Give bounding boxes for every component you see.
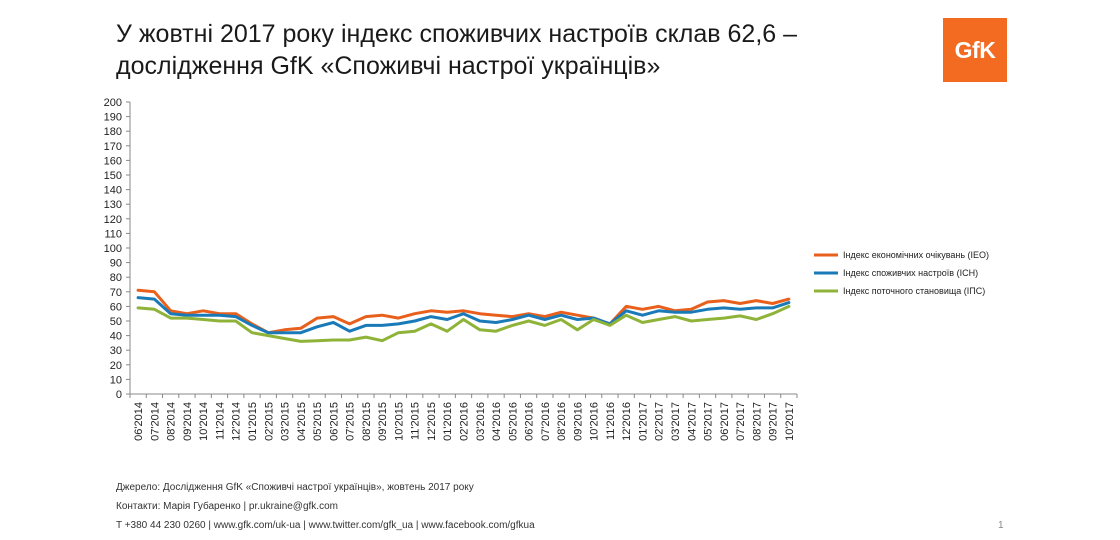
x-tick-label: 03'2016 — [475, 402, 487, 441]
x-axis-ticks: 06'2014 07'2014 08'2014 09'2014 10'2014 11'20… — [129, 394, 798, 441]
x-tick-label: 07'2017 — [735, 402, 747, 441]
line-chart: 0 10 20 30 40 50 60 70 80 90 100 110 120 130 140 150 160… — [104, 97, 989, 441]
x-tick-label: 04'2016 — [491, 402, 503, 441]
x-tick-label: 03'2015 — [280, 402, 292, 441]
x-tick-label: 08'2014 — [166, 402, 178, 441]
series-line — [136, 296, 791, 335]
x-tick-label: 10'2016 — [589, 402, 601, 441]
legend-label: Індекс поточного становища (ІПС) — [843, 286, 985, 296]
footer-links: T +380 44 230 0260 | www.gfk.com/uk-ua |… — [116, 520, 535, 531]
x-tick-label: 08'2017 — [751, 402, 763, 441]
x-tick-label: 12'2016 — [621, 402, 633, 441]
x-tick-label: 09'2014 — [182, 402, 194, 441]
legend-label: Індекс економічних очікувань (ІЕО) — [843, 250, 989, 260]
x-tick-label: 07'2015 — [345, 402, 357, 441]
x-tick-label: 10'2017 — [784, 402, 796, 441]
series-line — [136, 304, 791, 343]
y-tick-label: 180 — [104, 126, 122, 138]
x-tick-label: 12'2014 — [231, 402, 243, 441]
x-tick-label: 11'2014 — [214, 402, 226, 440]
x-tick-label: 08'2016 — [556, 402, 568, 441]
series-lines — [136, 288, 791, 343]
y-tick-label: 110 — [104, 228, 122, 240]
x-tick-label: 09'2016 — [572, 402, 584, 441]
x-tick-label: 07'2014 — [149, 402, 161, 441]
y-tick-label: 20 — [110, 360, 122, 372]
x-tick-label: 07'2016 — [540, 402, 552, 441]
y-tick-label: 170 — [104, 141, 122, 153]
x-tick-label: 06'2016 — [524, 402, 536, 441]
y-tick-label: 10 — [110, 374, 122, 386]
y-tick-label: 30 — [110, 345, 122, 357]
gfk-logo: GfK — [943, 18, 1007, 82]
x-tick-label: 02'2017 — [654, 402, 666, 441]
y-tick-label: 150 — [104, 170, 122, 182]
chart-legend: Індекс економічних очікувань (ІЕО) Індекс… — [814, 250, 989, 296]
page-number: 1 — [998, 520, 1004, 531]
x-tick-label: 09'2017 — [768, 402, 780, 441]
y-tick-label: 60 — [110, 301, 122, 313]
y-tick-label: 50 — [110, 316, 122, 328]
y-tick-label: 100 — [104, 243, 122, 255]
x-tick-label: 09'2015 — [377, 402, 389, 441]
x-tick-label: 05'2017 — [703, 402, 715, 441]
y-tick-label: 90 — [110, 258, 122, 270]
y-tick-label: 80 — [110, 272, 122, 284]
y-tick-label: 70 — [110, 287, 122, 299]
x-tick-label: 06'2017 — [719, 402, 731, 441]
x-tick-label: 06'2014 — [133, 402, 145, 441]
x-tick-label: 02'2015 — [263, 402, 275, 441]
x-tick-label: 10'2014 — [198, 402, 210, 441]
x-tick-label: 06'2015 — [328, 402, 340, 441]
x-tick-label: 01'2015 — [247, 402, 259, 441]
x-tick-label: 10'2015 — [393, 402, 405, 441]
y-tick-label: 120 — [104, 214, 122, 226]
y-tick-label: 40 — [110, 331, 122, 343]
x-tick-label: 04'2015 — [296, 402, 308, 441]
y-tick-label: 130 — [104, 199, 122, 211]
y-tick-label: 0 — [116, 389, 122, 401]
title-line-2: дослідження GfK «Споживчі настрої україн… — [116, 52, 661, 80]
x-tick-label: 08'2015 — [361, 402, 373, 441]
footer-source: Джерело: Дослідження GfK «Споживчі настр… — [116, 482, 474, 493]
footer: Джерело: Дослідження GfK «Споживчі настр… — [116, 478, 535, 535]
page-title: У жовтні 2017 року індекс споживчих наст… — [116, 18, 896, 82]
x-tick-label: 01'2017 — [637, 402, 649, 441]
x-tick-label: 01'2016 — [442, 402, 454, 441]
title-line-1: У жовтні 2017 року індекс споживчих наст… — [116, 20, 798, 48]
x-tick-label: 02'2016 — [459, 402, 471, 441]
y-axis-ticks: 0 10 20 30 40 50 60 70 80 90 100 110 120 130 140 150 160… — [104, 97, 130, 401]
y-tick-label: 160 — [104, 155, 122, 167]
x-tick-label: 05'2016 — [507, 402, 519, 441]
y-tick-label: 140 — [104, 185, 122, 197]
x-tick-label: 04'2017 — [686, 402, 698, 441]
y-tick-label: 190 — [104, 112, 122, 124]
x-tick-label: 11'2015 — [410, 402, 422, 440]
series-line — [136, 288, 791, 335]
footer-contacts: Контакти: Марія Губаренко | pr.ukraine@g… — [116, 501, 338, 512]
x-tick-label: 12'2015 — [426, 402, 438, 441]
x-tick-label: 11'2016 — [605, 402, 617, 440]
x-tick-label: 05'2015 — [312, 402, 324, 441]
legend-label: Індекс споживчих настроїв (ІСН) — [843, 268, 978, 278]
x-tick-label: 03'2017 — [670, 402, 682, 441]
y-tick-label: 200 — [104, 97, 122, 109]
chart-axes — [129, 102, 797, 395]
